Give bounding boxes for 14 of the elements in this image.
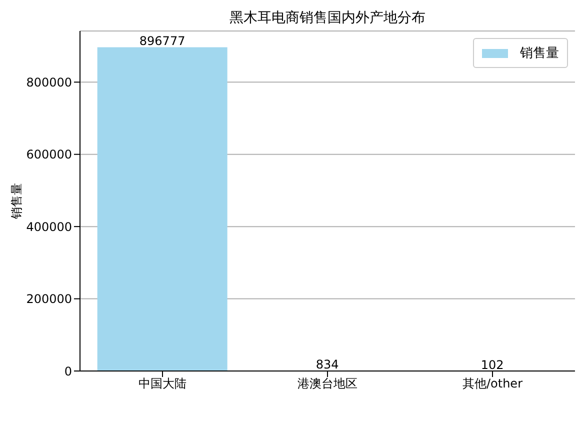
data-label: 834 [316,358,339,372]
y-tick-label: 400000 [26,220,72,234]
x-tick-label: 中国大陆 [138,376,186,391]
y-tick-label: 0 [64,364,72,378]
y-tick-label: 800000 [26,75,72,90]
y-axis-title: 销售量 [9,183,24,220]
legend-label: 销售量 [520,45,559,62]
data-label: 102 [480,358,504,372]
x-tick-label: 港澳台地区 [298,376,358,391]
y-tick-label: 600000 [26,148,72,162]
chart-title: 黑木耳电商销售国内外产地分布 [230,10,426,26]
x-tick-label: 其他/other [462,376,523,391]
data-label: 896777 [139,34,186,48]
y-tick-label: 200000 [26,292,72,306]
